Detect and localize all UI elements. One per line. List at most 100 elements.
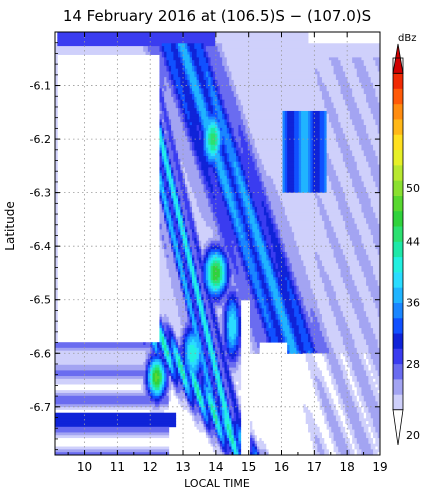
field-cell <box>252 282 256 287</box>
field-cell <box>222 181 228 185</box>
field-cell <box>196 359 200 363</box>
field-cell <box>238 209 242 213</box>
field-cell <box>319 125 325 129</box>
field-cell <box>168 330 172 335</box>
field-cell <box>191 316 195 321</box>
field-cell <box>377 65 380 70</box>
field-cell <box>359 77 372 81</box>
field-cell <box>229 215 232 219</box>
field-cell <box>208 139 211 143</box>
field-cell <box>164 367 167 371</box>
field-cell <box>168 68 172 72</box>
field-cell <box>203 178 207 182</box>
field-cell <box>222 249 225 253</box>
field-cell <box>238 189 242 194</box>
field-cell <box>377 127 380 132</box>
field-cell <box>166 192 170 196</box>
field-cell <box>171 71 179 75</box>
field-cell <box>231 130 235 134</box>
field-cell <box>222 141 225 146</box>
field-cell <box>238 181 244 185</box>
field-cell <box>338 116 351 120</box>
field-cell <box>196 280 200 284</box>
field-cell <box>166 359 170 363</box>
field-cell <box>159 308 179 312</box>
field-cell <box>326 173 337 177</box>
field-cell <box>224 243 239 247</box>
field-cell <box>301 161 309 165</box>
field-cell <box>191 266 195 270</box>
field-cell <box>210 68 214 72</box>
field-cell <box>377 282 380 287</box>
field-cell <box>208 125 211 129</box>
field-cell <box>203 243 209 247</box>
field-cell <box>324 359 330 363</box>
field-cell <box>273 181 283 185</box>
field-cell <box>159 322 163 326</box>
field-cell <box>284 305 293 309</box>
field-cell <box>356 350 369 354</box>
field-cell <box>185 110 191 115</box>
field-cell <box>326 364 332 368</box>
field-cell <box>233 215 237 219</box>
field-cell <box>243 266 246 270</box>
field-cell <box>224 141 232 146</box>
field-cell <box>224 150 228 154</box>
field-cell <box>224 356 232 360</box>
field-cell <box>219 51 225 55</box>
field-cell <box>375 153 380 157</box>
field-cell <box>305 328 309 332</box>
field-cell <box>333 229 348 233</box>
field-cell <box>312 178 321 182</box>
field-cell <box>324 144 328 149</box>
field-cell <box>308 110 311 115</box>
field-cell <box>347 139 360 143</box>
field-cell <box>217 277 221 281</box>
field-cell <box>168 268 177 273</box>
field-cell <box>284 333 293 337</box>
field-cell <box>55 192 58 196</box>
field-cell <box>231 77 318 81</box>
field-cell <box>164 102 167 106</box>
field-cell <box>287 125 295 129</box>
field-cell <box>298 125 302 129</box>
field-cell <box>231 161 235 165</box>
field-cell <box>164 249 172 253</box>
field-cell <box>201 91 204 95</box>
field-cell <box>250 153 256 157</box>
field-cell <box>164 212 167 216</box>
field-cell <box>261 294 267 298</box>
field-cell <box>185 130 188 134</box>
field-cell <box>254 254 258 258</box>
field-cell <box>203 294 207 298</box>
field-cell <box>256 220 260 225</box>
field-cell <box>205 85 211 89</box>
field-cell <box>205 178 211 182</box>
field-cell <box>240 189 246 194</box>
field-cell <box>159 133 163 137</box>
field-cell <box>212 345 216 349</box>
field-cell <box>189 195 195 199</box>
field-cell <box>166 361 170 366</box>
field-cell <box>247 184 263 188</box>
field-cell <box>217 350 221 354</box>
field-cell <box>233 187 237 191</box>
field-cell <box>366 342 379 346</box>
field-cell <box>301 164 309 168</box>
field-cell <box>261 314 265 318</box>
field-cell <box>212 268 221 273</box>
field-cell <box>180 170 184 174</box>
field-cell <box>171 235 177 239</box>
field-cell <box>171 77 174 81</box>
field-cell <box>196 198 209 202</box>
field-cell <box>208 195 214 199</box>
field-cell <box>289 260 304 264</box>
field-cell <box>187 254 191 258</box>
field-cell <box>187 266 191 270</box>
field-cell <box>236 342 239 346</box>
field-cell <box>171 94 177 98</box>
field-cell <box>266 249 269 253</box>
field-cell <box>280 271 290 275</box>
field-cell <box>212 339 218 343</box>
field-cell <box>189 280 193 284</box>
